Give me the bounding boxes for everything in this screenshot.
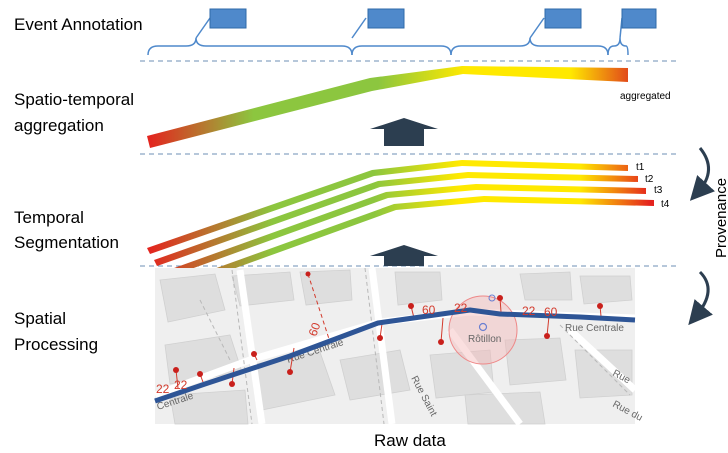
segment-label-t1: t1: [636, 162, 645, 173]
measurement-point: [229, 381, 235, 387]
segment-ribbons: [147, 160, 654, 290]
label-event-annotation: Event Annotation: [14, 15, 143, 34]
segment-label-t3: t3: [654, 185, 663, 196]
raw-data-label: Raw data: [374, 431, 446, 450]
map-dashed-paths: [199, 267, 631, 425]
label-temporal-line2: Segmentation: [14, 233, 119, 252]
measurement-point: [544, 333, 550, 339]
measurement-point: [305, 271, 311, 277]
segment-label-t4: t4: [661, 199, 670, 210]
annotation-box-2: [367, 8, 405, 29]
label-spatio-temporal-line2: aggregation: [14, 116, 104, 135]
speed-label: 22: [522, 304, 536, 318]
aggregated-trajectory: [147, 66, 628, 148]
annotation-connector-3: [529, 17, 545, 39]
speed-label: 22: [454, 301, 468, 315]
speed-label: 60: [544, 305, 558, 319]
segment-label-t2: t2: [645, 174, 654, 185]
annotation-connector-2: [351, 17, 367, 39]
annotation-brace-2: [351, 45, 452, 56]
speed-label: 22: [174, 378, 188, 392]
label-spatial-line1: Spatial: [14, 309, 66, 328]
annotation-brace-1: [147, 37, 353, 56]
provenance-label: Provenance: [713, 178, 728, 258]
segment-ribbon-t1: [147, 160, 628, 254]
up-arrow-icon: [370, 118, 438, 146]
measurement-point: [173, 367, 179, 373]
annotation-box-3: [544, 8, 582, 29]
annotation-box-1: [209, 8, 247, 29]
annotation-connector-1: [195, 17, 211, 39]
annotation-box-4: [621, 8, 657, 29]
measurement-point: [497, 295, 503, 301]
provenance-arrow-bottom: [688, 270, 713, 326]
place-marker-icon: [478, 322, 488, 332]
event-annotation-braces: [147, 17, 629, 56]
annotation-brace-4: [607, 37, 629, 56]
measurement-point: [438, 339, 444, 345]
speed-label: 22: [156, 382, 170, 396]
measurement-point: [287, 369, 293, 375]
speed-label: 60: [306, 320, 324, 338]
measurement-point: [377, 335, 383, 341]
measurement-points: [173, 271, 603, 387]
measurement-point: [251, 351, 257, 357]
label-spatio-temporal-line1: Spatio-temporal: [14, 90, 134, 109]
aggregated-label: aggregated: [620, 91, 671, 102]
spatial-map: Rôtillon Rue Centrale Rue Centrale Centr…: [153, 267, 644, 427]
measurement-point: [197, 371, 203, 377]
map-place-label: Rôtillon: [468, 334, 501, 345]
up-arrow-icon: [370, 245, 438, 266]
speed-label: 60: [422, 303, 436, 317]
layer-dividers: [140, 60, 680, 267]
provenance-arrow-top: [689, 147, 715, 201]
measurement-point: [408, 303, 414, 309]
annotation-brace-3: [450, 37, 609, 56]
map-street-label-2: Rue Centrale: [565, 323, 624, 334]
measurement-point: [597, 303, 603, 309]
processed-route: [154, 307, 636, 404]
label-spatial-line2: Processing: [14, 335, 98, 354]
label-temporal-line1: Temporal: [14, 208, 84, 227]
place-marker-icon: [488, 294, 496, 302]
